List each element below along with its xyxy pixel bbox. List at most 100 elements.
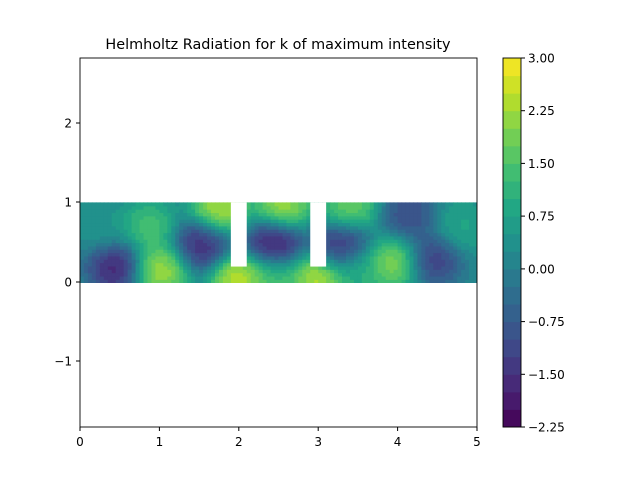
field-cell [214, 259, 220, 264]
field-cell [290, 209, 295, 214]
field-cell [163, 269, 168, 274]
field-cell [218, 259, 224, 264]
field-cell [258, 249, 264, 254]
field-cell [211, 205, 216, 210]
field-cell [266, 209, 272, 214]
field-cell [369, 245, 375, 250]
field-cell [413, 262, 419, 267]
field-cell [473, 235, 477, 240]
field-cell [377, 275, 383, 280]
field-cell [457, 212, 462, 217]
field-cell [465, 235, 470, 240]
field-cell [99, 229, 105, 234]
field-cell [111, 225, 117, 230]
field-cell [167, 225, 172, 230]
field-cell [183, 212, 188, 217]
field-cell [286, 219, 292, 224]
field-cell [175, 272, 180, 277]
field-cell [226, 262, 232, 267]
field-cell [131, 239, 137, 244]
field-cell [345, 229, 351, 234]
field-cell [139, 255, 145, 260]
field-cell [159, 245, 164, 250]
field-cell [306, 229, 311, 234]
field-cell [195, 239, 200, 244]
field-cell [107, 225, 113, 230]
field-cell [270, 269, 276, 274]
field-cell [222, 242, 228, 247]
field-cell [338, 205, 343, 210]
field-cell [179, 235, 184, 240]
field-cell [246, 262, 252, 267]
field-cell [349, 222, 355, 227]
field-cell [103, 262, 109, 267]
colorbar-scale [503, 58, 521, 428]
field-cell [179, 202, 184, 207]
field-cell [361, 209, 367, 214]
field-cell [80, 245, 85, 250]
field-cell [361, 262, 367, 267]
field-cell [334, 272, 339, 277]
field-cell [385, 245, 391, 250]
field-cell [334, 249, 339, 254]
field-cell [441, 232, 446, 237]
field-cell [453, 259, 458, 264]
field-cell [369, 205, 375, 210]
field-cell [103, 265, 109, 270]
field-cell [171, 259, 176, 264]
field-cell [469, 222, 474, 227]
field-cell [349, 212, 355, 217]
field-cell [330, 269, 335, 274]
field-cell [131, 245, 137, 250]
y-tick: 1 [64, 196, 80, 210]
field-cell [131, 202, 137, 207]
field-cell [254, 222, 260, 227]
field-cell [218, 239, 224, 244]
field-cell [286, 262, 292, 267]
field-cell [135, 205, 141, 210]
field-cell [461, 259, 466, 264]
field-cell [365, 275, 371, 280]
field-cell [461, 219, 466, 224]
field-cell [123, 235, 129, 240]
field-cell [385, 222, 391, 227]
field-cell [111, 215, 117, 220]
field-cell [127, 215, 133, 220]
field-cell [167, 259, 172, 264]
field-cell [298, 272, 303, 277]
field-cell [127, 239, 133, 244]
field-cell [298, 252, 303, 257]
field-cell [409, 222, 415, 227]
field-cell [143, 232, 149, 237]
field-cell [401, 249, 407, 254]
field-cell [338, 259, 343, 264]
field-cell [262, 245, 268, 250]
field-cell [266, 205, 272, 210]
field-cell [87, 229, 93, 234]
field-cell [381, 225, 387, 230]
field-cell [290, 249, 295, 254]
field-cell [453, 279, 458, 283]
field-cell [389, 265, 395, 270]
field-cell [222, 269, 228, 274]
field-cell [290, 242, 295, 247]
field-cell [465, 239, 470, 244]
field-cell [365, 202, 371, 207]
field-cell [369, 229, 375, 234]
field-cell [417, 225, 423, 230]
field-cell [123, 222, 129, 227]
field-cell [175, 242, 180, 247]
field-cell [413, 265, 419, 270]
field-cell [187, 229, 192, 234]
x-tick: 4 [394, 427, 401, 449]
field-cell [349, 242, 355, 247]
field-cell [163, 212, 168, 217]
field-cell [429, 225, 434, 230]
field-cell [151, 229, 157, 234]
field-cell [445, 265, 450, 270]
field-cell [397, 245, 403, 250]
field-cell [330, 239, 335, 244]
field-cell [445, 215, 450, 220]
field-cell [131, 225, 137, 230]
field-cell [345, 255, 351, 260]
